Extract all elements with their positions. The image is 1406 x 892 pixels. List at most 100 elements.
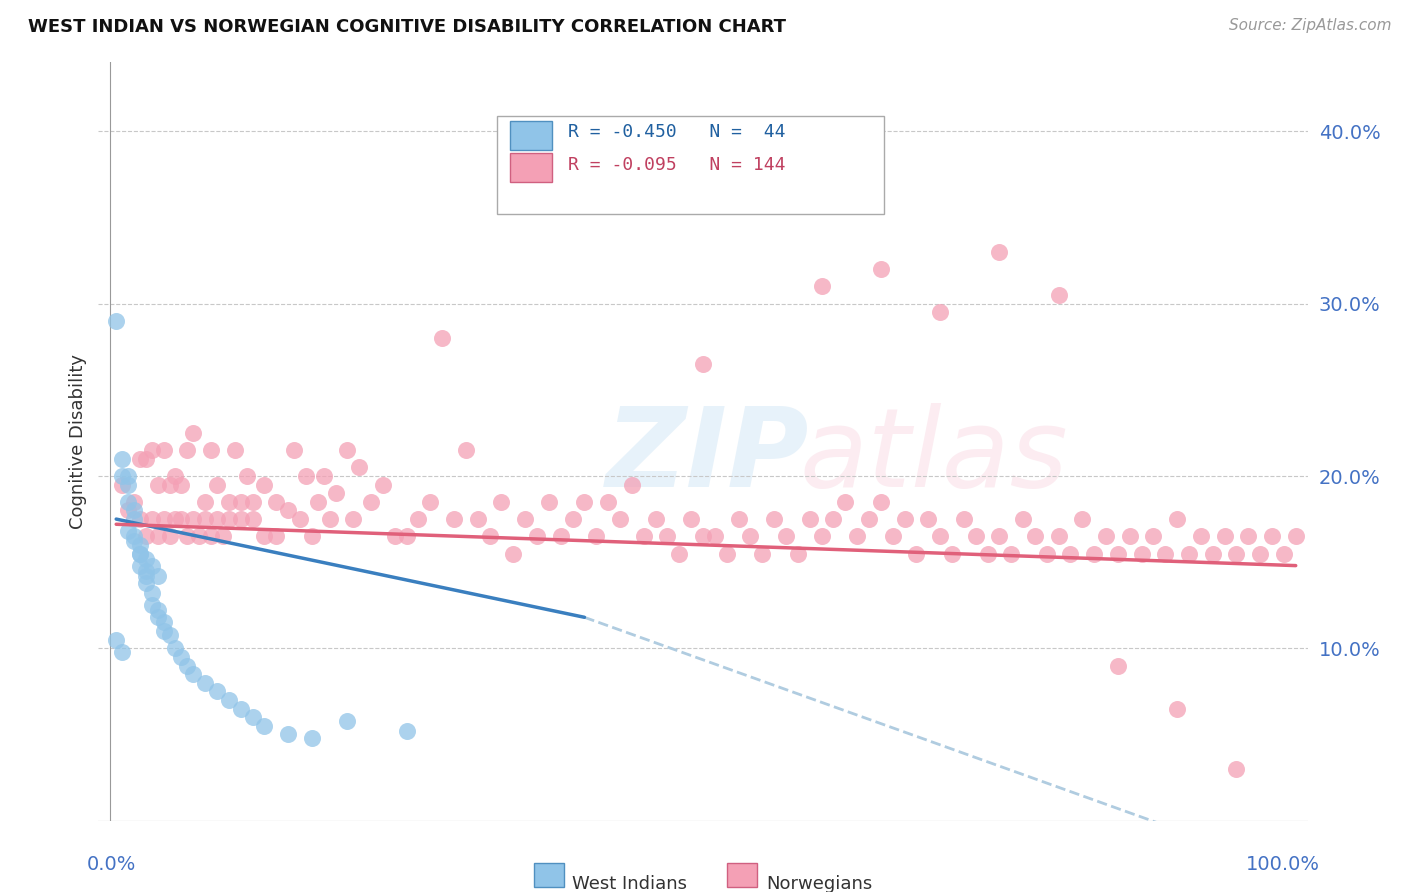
Point	[1024, 529, 1046, 543]
Point	[965, 529, 987, 543]
Point	[395, 724, 418, 739]
Point	[146, 610, 169, 624]
Point	[141, 558, 163, 573]
Point	[1261, 529, 1284, 543]
Point	[1047, 529, 1070, 543]
Point	[893, 512, 915, 526]
Point	[443, 512, 465, 526]
Point	[229, 495, 252, 509]
Point	[242, 710, 264, 724]
Point	[176, 529, 198, 543]
Point	[419, 495, 441, 509]
Point	[117, 469, 139, 483]
Point	[515, 512, 537, 526]
Point	[941, 547, 963, 561]
Point	[242, 495, 264, 509]
Point	[301, 529, 323, 543]
Point	[763, 512, 786, 526]
Point	[502, 547, 524, 561]
Point	[129, 547, 152, 561]
Point	[129, 547, 152, 561]
Point	[1047, 288, 1070, 302]
Point	[1166, 512, 1188, 526]
Point	[1249, 547, 1271, 561]
Point	[194, 512, 217, 526]
Point	[295, 469, 318, 483]
Point	[105, 632, 128, 647]
Point	[194, 675, 217, 690]
Point	[117, 524, 139, 538]
Point	[277, 727, 299, 741]
Point	[159, 529, 181, 543]
Point	[141, 443, 163, 458]
Point	[1012, 512, 1035, 526]
Text: atlas: atlas	[800, 403, 1069, 510]
Point	[1166, 701, 1188, 715]
Point	[1130, 547, 1153, 561]
Text: R = -0.450   N =  44: R = -0.450 N = 44	[568, 123, 785, 141]
Point	[585, 529, 607, 543]
Point	[598, 495, 620, 509]
Point	[810, 529, 832, 543]
Point	[727, 512, 749, 526]
Point	[212, 529, 235, 543]
Point	[170, 512, 193, 526]
Point	[176, 443, 198, 458]
Point	[253, 477, 276, 491]
Point	[1272, 547, 1295, 561]
Point	[165, 512, 187, 526]
Bar	[498, 115, 884, 214]
Point	[869, 262, 891, 277]
Point	[181, 425, 204, 440]
Point	[786, 547, 808, 561]
Point	[152, 512, 174, 526]
Point	[550, 529, 572, 543]
Point	[146, 477, 169, 491]
Point	[609, 512, 631, 526]
Point	[135, 529, 157, 543]
Point	[111, 645, 134, 659]
Point	[194, 495, 217, 509]
Point	[181, 512, 204, 526]
Point	[561, 512, 583, 526]
Point	[146, 529, 169, 543]
Point	[988, 244, 1011, 259]
Point	[740, 529, 762, 543]
Point	[526, 529, 548, 543]
Point	[117, 503, 139, 517]
Point	[347, 460, 370, 475]
Point	[218, 693, 240, 707]
Point	[277, 503, 299, 517]
Point	[200, 529, 222, 543]
Point	[1000, 547, 1022, 561]
Bar	[509, 120, 551, 150]
Point	[1154, 547, 1177, 561]
Point	[141, 599, 163, 613]
Point	[181, 667, 204, 681]
Bar	[509, 153, 551, 182]
Point	[205, 684, 228, 698]
Text: 100.0%: 100.0%	[1246, 855, 1320, 874]
Point	[751, 547, 773, 561]
Point	[371, 477, 394, 491]
Point	[384, 529, 406, 543]
Point	[165, 469, 187, 483]
Point	[218, 512, 240, 526]
Point	[283, 443, 305, 458]
Point	[395, 529, 418, 543]
Point	[1095, 529, 1118, 543]
Point	[478, 529, 501, 543]
Point	[408, 512, 430, 526]
Point	[288, 512, 311, 526]
Point	[312, 469, 335, 483]
Text: Source: ZipAtlas.com: Source: ZipAtlas.com	[1229, 18, 1392, 33]
Point	[141, 586, 163, 600]
Point	[205, 512, 228, 526]
Point	[692, 529, 714, 543]
Point	[1036, 547, 1059, 561]
Text: ZIP: ZIP	[606, 403, 810, 510]
Point	[336, 714, 359, 728]
Point	[491, 495, 513, 509]
Text: West Indians: West Indians	[572, 875, 688, 892]
Point	[159, 477, 181, 491]
